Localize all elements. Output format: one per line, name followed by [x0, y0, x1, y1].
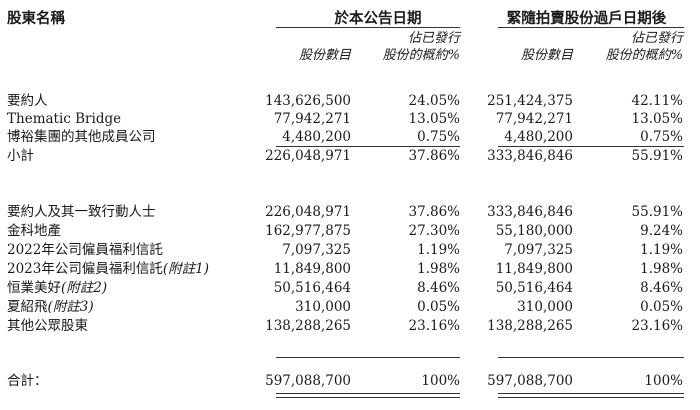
- row-pct-now: 13.05%: [408, 111, 460, 127]
- row-pct-now: 37.86%: [408, 204, 460, 220]
- row-name: Thematic Bridge: [7, 111, 122, 127]
- row-pct-after: 55.91%: [631, 148, 683, 164]
- row-shares-now: 50,516,464: [273, 280, 351, 296]
- total-double-rule: [276, 393, 460, 398]
- row-shares-after: 138,288,265: [487, 318, 573, 334]
- table-row: 博裕集團的其他成員公司 4,480,200 0.75% 4,480,200 0.…: [0, 128, 700, 146]
- total-double-rule: [498, 393, 684, 398]
- row-pct-now: 0.75%: [417, 129, 460, 145]
- row-pct-after: 13.05%: [631, 111, 683, 127]
- row-name: 其他公眾股東: [7, 318, 88, 334]
- total-row: 合計： 597,088,700 100% 597,088,700 100%: [0, 372, 700, 390]
- table-row: 要約人 143,626,500 24.05% 251,424,375 42.11…: [0, 92, 700, 110]
- row-name: 博裕集團的其他成員公司: [7, 129, 156, 145]
- footnote-ref: (附註1): [162, 261, 209, 277]
- table-row: 其他公眾股東 138,288,265 23.16% 138,288,265 23…: [0, 317, 700, 335]
- group2-pct-header-line2: 股份的概約%: [605, 48, 683, 63]
- subtotal-rule: [276, 146, 460, 147]
- group1-pct-header-line2: 股份的概約%: [382, 48, 460, 63]
- subtotal-rule: [498, 146, 684, 147]
- row-pct-after: 23.16%: [631, 318, 683, 334]
- row-shares-now: 226,048,971: [265, 204, 351, 220]
- row-name-text: 夏紹飛: [7, 299, 48, 315]
- row-pct-now: 23.16%: [408, 318, 460, 334]
- row-name: 夏紹飛(附註3): [7, 298, 94, 316]
- row-shares-after: 310,000: [517, 299, 573, 315]
- total-pct-after: 100%: [644, 373, 683, 389]
- row-shares-after: 251,424,375: [487, 93, 573, 109]
- row-shares-after: 4,480,200: [504, 129, 573, 145]
- row-name: 金科地產: [7, 223, 61, 239]
- table-row: 夏紹飛(附註3) 310,000 0.05% 310,000 0.05%: [0, 298, 700, 316]
- row-pct-now: 1.98%: [417, 261, 460, 277]
- table-row: 要約人及其一致行動人士 226,048,971 37.86% 333,846,8…: [0, 203, 700, 221]
- table-row: Thematic Bridge 77,942,271 13.05% 77,942…: [0, 110, 700, 128]
- row-name: 2022年公司僱員福利信託: [7, 242, 163, 258]
- row-name: 小計: [7, 148, 34, 164]
- row-pct-after: 55.91%: [631, 204, 683, 220]
- row-pct-after: 0.05%: [640, 299, 683, 315]
- total-label: 合計：: [7, 373, 48, 389]
- table-row: 金科地產 162,977,875 27.30% 55,180,000 9.24%: [0, 222, 700, 240]
- row-name-text: 恒業美好: [7, 280, 61, 296]
- table-row: 2023年公司僱員福利信託(附註1) 11,849,800 1.98% 11,8…: [0, 260, 700, 278]
- group2-pct-header-line1: 佔已發行: [630, 31, 683, 46]
- row-shares-now: 4,480,200: [282, 129, 351, 145]
- total-shares-after: 597,088,700: [487, 373, 573, 389]
- row-shares-now: 77,942,271: [273, 111, 351, 127]
- row-shares-after: 50,516,464: [495, 280, 573, 296]
- group1-title: 於本公告日期: [334, 10, 422, 27]
- row-pct-now: 1.19%: [417, 242, 460, 258]
- group2-underline: [498, 27, 684, 28]
- row-shares-now: 143,626,500: [265, 93, 351, 109]
- row-pct-after: 42.11%: [631, 93, 683, 109]
- row-shares-after: 333,846,846: [487, 204, 573, 220]
- row-shares-after: 11,849,800: [495, 261, 573, 277]
- group1-underline: [276, 27, 460, 28]
- row-name-text: 2023年公司僱員福利信託: [7, 261, 163, 277]
- footnote-ref: (附註3): [47, 299, 94, 315]
- row-pct-after: 1.98%: [640, 261, 683, 277]
- row-name: 要約人: [7, 93, 48, 109]
- table-row: 2022年公司僱員福利信託 7,097,325 1.19% 7,097,325 …: [0, 241, 700, 259]
- group1-shares-header: 股份數目: [298, 48, 351, 63]
- shareholder-name-header: 股東名稱: [7, 10, 65, 27]
- row-pct-now: 27.30%: [408, 223, 460, 239]
- row-shares-after: 7,097,325: [504, 242, 573, 258]
- row-pct-after: 1.19%: [640, 242, 683, 258]
- group2-shares-header: 股份數目: [520, 48, 573, 63]
- total-pct-now: 100%: [421, 373, 460, 389]
- row-shares-now: 7,097,325: [282, 242, 351, 258]
- row-shares-now: 310,000: [295, 299, 351, 315]
- row-pct-after: 9.24%: [640, 223, 683, 239]
- row-name: 要約人及其一致行動人士: [7, 204, 156, 220]
- row-shares-now: 11,849,800: [273, 261, 351, 277]
- group2-title: 緊隨拍賣股份過戶日期後: [506, 10, 667, 27]
- table-row: 恒業美好(附註2) 50,516,464 8.46% 50,516,464 8.…: [0, 279, 700, 297]
- row-shares-now: 138,288,265: [265, 318, 351, 334]
- row-pct-after: 0.75%: [640, 129, 683, 145]
- row-shares-after: 77,942,271: [495, 111, 573, 127]
- row-shares-after: 55,180,000: [495, 223, 573, 239]
- row-pct-now: 37.86%: [408, 148, 460, 164]
- row-pct-now: 0.05%: [417, 299, 460, 315]
- row-name: 恒業美好(附註2): [7, 279, 107, 297]
- footnote-ref: (附註2): [61, 280, 108, 296]
- subtotal-row: 小計 226,048,971 37.86% 333,846,846 55.91%: [0, 147, 700, 165]
- row-name: 2023年公司僱員福利信託(附註1): [7, 260, 209, 278]
- total-top-rule: [276, 357, 460, 358]
- row-shares-now: 162,977,875: [265, 223, 351, 239]
- row-shares-now: 226,048,971: [265, 148, 351, 164]
- row-pct-now: 8.46%: [417, 280, 460, 296]
- row-pct-now: 24.05%: [408, 93, 460, 109]
- row-pct-after: 8.46%: [640, 280, 683, 296]
- total-shares-now: 597,088,700: [265, 373, 351, 389]
- total-top-rule: [498, 357, 684, 358]
- group1-pct-header-line1: 佔已發行: [407, 31, 460, 46]
- row-shares-after: 333,846,846: [487, 148, 573, 164]
